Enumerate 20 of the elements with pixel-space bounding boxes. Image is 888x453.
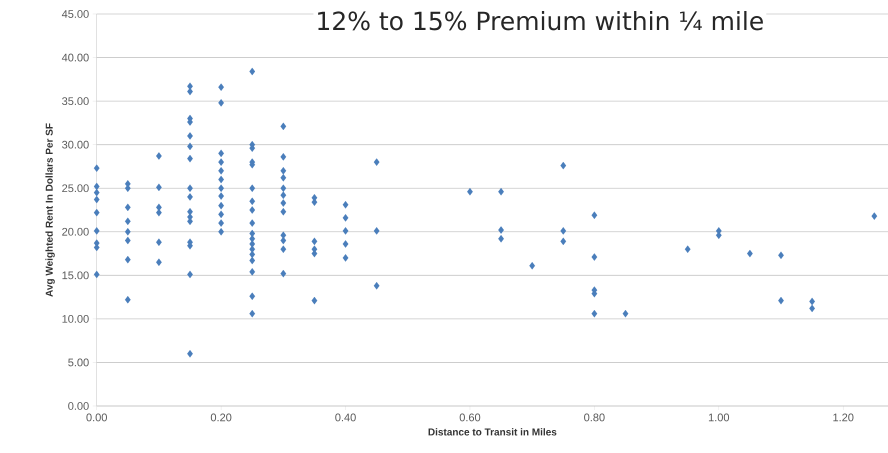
x-tick-label: 0.60 [460,414,480,422]
x-tick-label: 1.00 [708,414,730,422]
y-tick-label: 45.00 [62,10,89,18]
y-tick-label: 15.00 [62,271,89,280]
y-tick-label: 0.00 [68,402,89,410]
y-tick-label: 25.00 [62,184,89,192]
y-tick-label: 30.00 [62,140,89,149]
x-tick-label: 0.80 [584,414,605,422]
x-tick-label: 1.20 [833,414,854,422]
y-tick-label: 10.00 [62,315,89,323]
x-tick-label: 0.20 [210,414,232,422]
chart-title: 12% to 15% Premium within ¼ mile [318,10,763,30]
x-tick-label: 0.00 [86,414,107,422]
y-tick-label: 40.00 [62,54,89,62]
x-tick-label: 0.40 [335,414,356,422]
y-tick-label: 5.00 [68,358,89,366]
y-tick-label: 20.00 [62,228,89,236]
x-axis-title: Distance to Transit in Miles [428,428,556,436]
y-axis-title: Avg Weighted Rent In Dollars Per SF [45,123,55,297]
y-tick-label: 35.00 [62,97,89,106]
